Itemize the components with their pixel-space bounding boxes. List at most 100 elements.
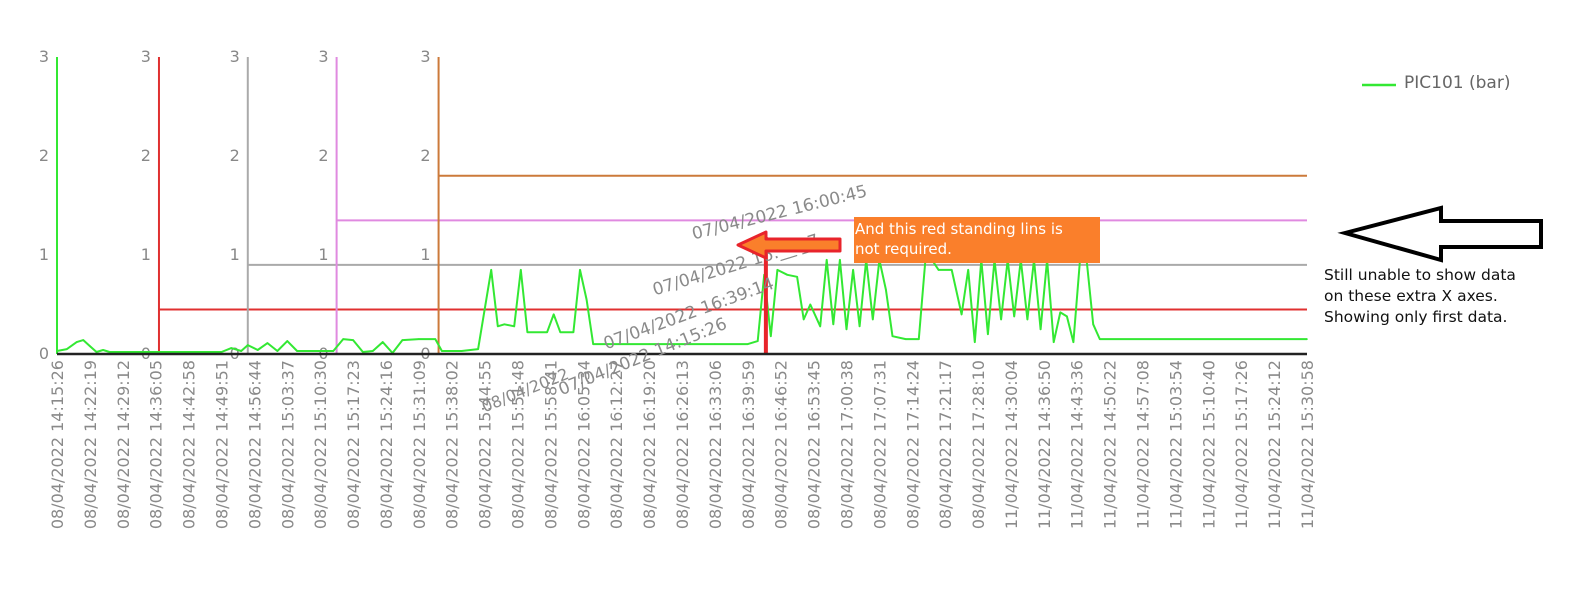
data-point <box>441 350 443 352</box>
x-tick-label: 08/04/2022 15:10:30 <box>311 360 330 529</box>
data-point <box>858 325 861 328</box>
x-tick-label: 08/04/2022 15:24:16 <box>377 360 396 529</box>
data-point <box>1013 315 1015 318</box>
x-tick-label: 08/04/2022 15:17:23 <box>344 360 363 529</box>
data-point <box>477 348 479 350</box>
data-point <box>95 351 98 353</box>
x-tick-label: 08/04/2022 17:00:38 <box>837 360 856 529</box>
x-tick-label: 08/04/2022 15:44:55 <box>476 360 495 529</box>
data-point <box>187 351 190 353</box>
y-tick-label: 1 <box>230 245 240 264</box>
y-tick-label: 3 <box>230 47 240 66</box>
data-point <box>381 341 384 343</box>
data-point <box>796 276 798 278</box>
annotation-shapes <box>736 205 1543 263</box>
data-point <box>845 328 848 331</box>
legend-label: PIC101 (bar) <box>1404 73 1510 93</box>
data-point <box>497 325 499 328</box>
data-point <box>648 343 650 345</box>
annotation-note-box: And this red standing lins is not requir… <box>854 217 1100 263</box>
data-point <box>240 350 242 352</box>
data-point <box>1306 338 1308 340</box>
x-tick-label: 08/04/2022 17:21:17 <box>936 360 955 529</box>
x-tick-label: 08/04/2022 14:15:26 <box>48 360 67 529</box>
data-point <box>918 338 920 340</box>
data-point <box>230 347 233 349</box>
data-point <box>401 339 404 341</box>
data-point <box>1000 318 1002 321</box>
y-tick-label: 1 <box>39 245 49 264</box>
data-point <box>681 343 683 345</box>
data-point <box>89 345 91 347</box>
data-point <box>885 288 887 291</box>
data-point <box>513 325 515 328</box>
legend: PIC101 (bar) <box>1362 73 1510 93</box>
data-point <box>276 350 279 352</box>
data-point <box>342 338 345 340</box>
data-point <box>102 349 104 351</box>
data-point <box>832 323 835 326</box>
x-tick-label: 11/04/2022 14:30:04 <box>1002 360 1021 529</box>
data-point <box>747 343 749 345</box>
annotation-side-note: Still unable to show data on these extra… <box>1324 266 1516 326</box>
x-tick-label: 08/04/2022 17:07:31 <box>870 360 889 529</box>
flat-series-lines <box>158 174 1307 311</box>
data-point <box>220 351 223 353</box>
y-tick-label: 2 <box>39 146 49 165</box>
data-point <box>138 351 140 353</box>
y-tick-label: 1 <box>318 245 328 264</box>
y-tick-label: 2 <box>141 146 151 165</box>
data-point <box>891 335 894 338</box>
data-point <box>1052 341 1055 343</box>
x-tick-label: 08/04/2022 14:22:19 <box>81 360 100 529</box>
x-tick-label: 08/04/2022 16:19:20 <box>640 360 659 529</box>
x-tick-label: 08/04/2022 14:49:51 <box>212 360 231 529</box>
data-point <box>296 350 298 352</box>
data-point <box>1059 311 1062 314</box>
x-tick-label: 11/04/2022 14:50:22 <box>1101 360 1120 529</box>
x-tick-label: 08/04/2022 14:29:12 <box>114 360 133 529</box>
x-tick-label: 11/04/2022 15:30:58 <box>1298 360 1317 529</box>
data-point <box>154 351 157 353</box>
data-point <box>1072 341 1075 343</box>
data-point <box>1099 338 1101 340</box>
x-tick-label: 08/04/2022 15:38:02 <box>443 360 462 529</box>
y-tick-label: 3 <box>420 47 430 66</box>
y-tick-label: 2 <box>230 146 240 165</box>
data-point <box>266 342 269 344</box>
data-point <box>75 341 78 343</box>
y-tick-label: 1 <box>141 245 151 264</box>
data-point <box>418 338 420 340</box>
data-point <box>256 349 259 351</box>
x-tick-label: 08/04/2022 14:36:05 <box>147 360 166 529</box>
extra-axis-label: 07/04/2022 16:00:45 <box>690 181 869 244</box>
data-point <box>362 351 364 353</box>
data-point <box>1092 323 1094 326</box>
data-point <box>950 269 953 271</box>
x-tick-label: 08/04/2022 16:26:13 <box>673 360 692 529</box>
data-point <box>332 350 335 352</box>
data-point <box>756 340 759 342</box>
y-axes: 01230123012301230123 <box>39 47 440 363</box>
x-tick-label: 08/04/2022 14:42:58 <box>180 360 199 529</box>
x-tick-label: 08/04/2022 17:14:24 <box>903 360 922 529</box>
data-point <box>714 343 716 345</box>
x-tick-label: 11/04/2022 15:10:40 <box>1199 360 1218 529</box>
x-tick-label: 08/04/2022 16:46:52 <box>772 360 791 529</box>
data-point <box>434 338 437 340</box>
x-tick-label: 08/04/2022 15:03:37 <box>278 360 297 529</box>
data-point <box>579 269 581 271</box>
y-tick-label: 2 <box>420 146 430 165</box>
data-point <box>825 259 828 261</box>
data-point <box>585 298 588 301</box>
x-tick-label: 08/04/2022 16:39:59 <box>739 360 758 529</box>
black-outline-arrow-icon <box>1337 205 1543 263</box>
data-point <box>937 269 940 271</box>
data-point <box>1066 315 1068 318</box>
red-arrow-icon <box>736 230 842 260</box>
data-point <box>987 333 989 336</box>
data-point <box>559 331 562 334</box>
y-tick-label: 3 <box>141 47 151 66</box>
x-tick-label: 08/04/2022 15:58:41 <box>541 360 560 529</box>
